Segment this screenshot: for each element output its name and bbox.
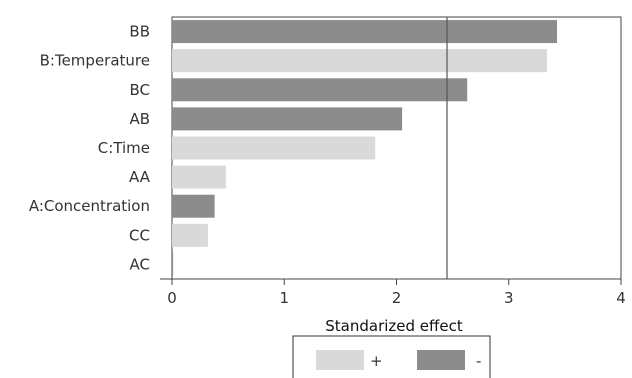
x-tick-label: 4: [616, 289, 626, 307]
x-axis: 0 1 2 3 4: [160, 278, 626, 307]
x-axis-title: Standarized effect: [325, 317, 463, 335]
category-label: B:Temperature: [40, 52, 150, 70]
category-labels: BB B:Temperature BC AB C:Time AA A:Concentrati…: [29, 23, 151, 274]
category-label: C:Time: [98, 139, 150, 157]
bar-b-temperature: [172, 49, 547, 73]
category-label: A:Concentration: [29, 197, 150, 215]
x-tick-label: 3: [504, 289, 514, 307]
legend-swatch-negative: [417, 350, 465, 370]
x-tick-label: 1: [279, 289, 289, 307]
legend-label-negative: -: [476, 352, 481, 370]
bar-aa: [172, 165, 226, 189]
category-label: CC: [129, 226, 150, 244]
bar-layer: [172, 20, 558, 276]
bar-ac: [172, 252, 174, 276]
bar-bb: [172, 20, 558, 44]
bar-c-time: [172, 136, 376, 160]
bar-a-concentration: [172, 194, 215, 218]
category-label: BB: [129, 23, 150, 41]
legend: + -: [292, 335, 491, 378]
legend-swatch-positive: [316, 350, 364, 370]
category-label: AB: [129, 110, 150, 128]
legend-label-positive: +: [370, 352, 383, 370]
category-label: BC: [129, 81, 150, 99]
x-tick-label: 0: [167, 289, 177, 307]
category-label: AA: [129, 168, 151, 186]
x-tick-label: 2: [392, 289, 402, 307]
bar-ab: [172, 107, 403, 131]
bar-bc: [172, 78, 468, 102]
category-label: AC: [130, 255, 150, 273]
bar-cc: [172, 223, 208, 247]
